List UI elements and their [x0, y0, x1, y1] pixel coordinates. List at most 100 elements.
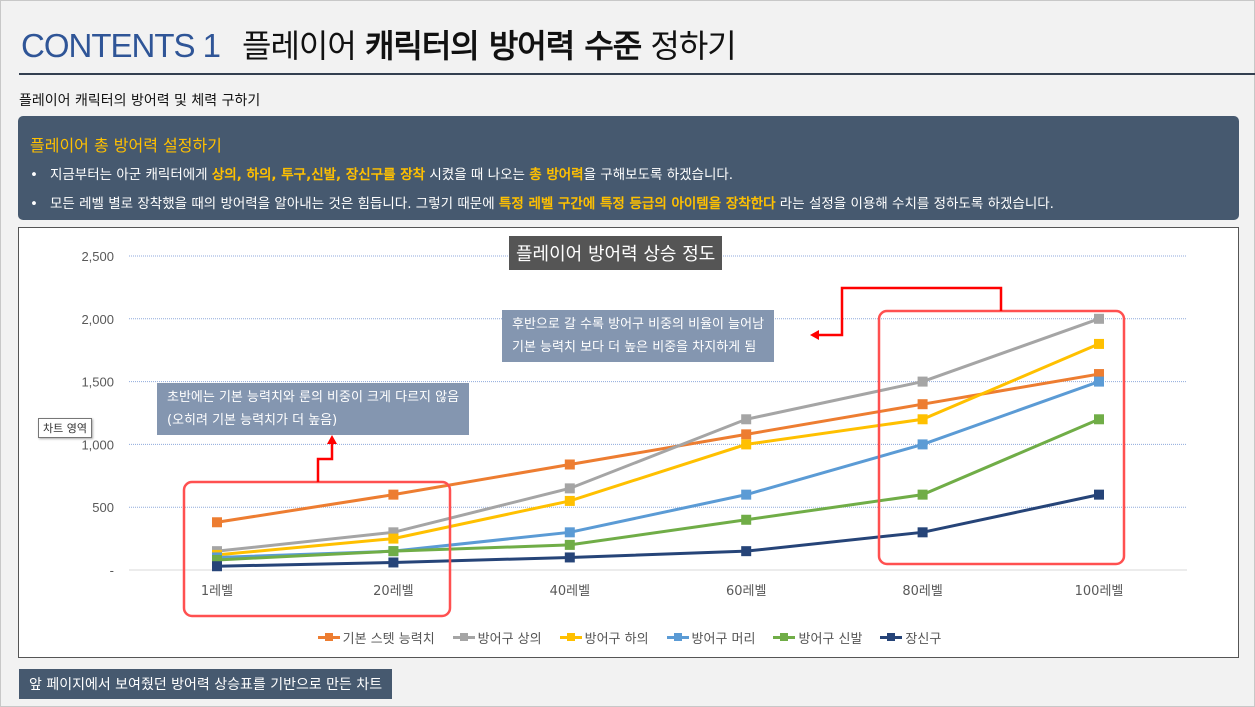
bullet-2: • 모든 레벨 별로 장착했을 때의 방어력을 알아내는 것은 힘듭니다. 그렇기… [30, 196, 1054, 212]
legend-label: 방어구 머리 [691, 632, 756, 647]
data-point [1094, 313, 1104, 324]
series-line-2 [216, 342, 1100, 557]
x-tick-label: 1레벨 [201, 584, 233, 599]
series-line-5 [216, 493, 1100, 568]
data-point [564, 483, 575, 494]
legend-marker-icon [773, 633, 796, 641]
chart-svg: 2,500 2,000 1,500 1,000 500 - 1레벨 20레벨 40레벨 60레벨 8… [81, 249, 1187, 618]
data-point [212, 561, 222, 572]
title-divider [19, 73, 1255, 75]
series-line-1 [216, 317, 1100, 553]
bullet-text: 라는 설정을 이용해 수치를 정하도록 하겠습니다. [775, 196, 1054, 212]
x-tick-label: 80레벨 [902, 584, 942, 599]
bullet-1: • 지금부터는 아군 캐릭터에게 상의, 하의, 투구,신발, 장신구를 장착 시… [30, 167, 734, 183]
contents-label: CONTENTS 1 [21, 27, 221, 64]
data-point [1094, 369, 1104, 380]
data-point [564, 459, 575, 470]
arrow-late [819, 286, 1003, 337]
data-point [212, 517, 222, 528]
bullet-text: 을 구해보도록 하겠습니다. [583, 167, 734, 183]
legend-marker-icon [559, 633, 582, 641]
data-point [917, 527, 928, 538]
note-late-line-1: 후반으로 갈 수록 방어구 비중의 비율이 늘어남 [512, 317, 765, 332]
title-part: 캐릭터의 방어력 수준 [364, 27, 642, 65]
legend-item: 방어구 신발 [773, 628, 862, 647]
arrow-early [316, 442, 334, 482]
data-point [917, 439, 928, 450]
data-point [212, 554, 222, 565]
page-title: CONTENTS 1 플레이어 캐릭터의 방어력 수준 정하기 [21, 21, 737, 67]
y-tick-label: 2,500 [81, 249, 114, 264]
legend-item: 기본 스텟 능력치 [317, 628, 435, 647]
data-point [564, 539, 575, 550]
legend-label: 방어구 하의 [584, 632, 649, 647]
highlight-text: 상의, 하의, 투구,신발, 장신구를 장착 [211, 167, 426, 183]
legend-item: 방어구 하의 [559, 628, 649, 647]
title-part: 플레이어 [242, 27, 365, 65]
y-tick-label: 500 [92, 500, 114, 515]
bullet-text: 모든 레벨 별로 장착했을 때의 방어력을 알아내는 것은 힘듭니다. 그렇기 … [49, 196, 499, 212]
data-point [917, 376, 928, 387]
legend-marker-icon [452, 633, 475, 641]
y-tick-label: - [110, 563, 114, 578]
data-point [388, 489, 399, 500]
note-late: 후반으로 갈 수록 방어구 비중의 비율이 늘어남 기본 능력치 보다 더 높은… [502, 310, 775, 362]
chart-area-tooltip: 차트 영역 [38, 418, 92, 438]
legend-label: 기본 스텟 능력치 [342, 632, 435, 647]
chart-legend: 기본 스텟 능력치 방어구 상의 방어구 하의 방어구 머리 방어구 신발 장신구 [19, 628, 1240, 647]
chart-title: 플레이어 방어력 상승 정도 [509, 236, 723, 270]
panel-title: 플레이어 총 방어력 설정하기 [30, 136, 222, 155]
x-tick-label: 40레벨 [550, 584, 590, 599]
arrowhead-icon [810, 330, 819, 340]
legend-item: 방어구 머리 [666, 628, 756, 647]
legend-label: 방어구 상의 [477, 632, 542, 647]
section-subtitle: 플레이어 캐릭터의 방어력 및 체력 구하기 [19, 93, 261, 109]
note-early-line-2: (오히려 기본 능력치가 더 높음) [167, 413, 338, 428]
data-point [741, 514, 752, 525]
data-point [917, 489, 928, 500]
legend-item: 방어구 상의 [452, 628, 542, 647]
title-part: 정하기 [641, 27, 736, 65]
data-point [388, 533, 399, 544]
data-point [741, 439, 752, 450]
info-panel: 플레이어 총 방어력 설정하기 • 지금부터는 아군 캐릭터에게 상의, 하의, … [18, 116, 1239, 220]
data-point [1094, 489, 1104, 500]
arrowhead-icon [327, 435, 337, 444]
series-line-0 [216, 372, 1100, 524]
bullet-text: 시켰을 때 나오는 [425, 167, 530, 183]
data-point [388, 527, 399, 538]
legend-label: 장신구 [905, 632, 942, 647]
highlight-text: 총 방어력 [529, 167, 584, 183]
y-tick-label: 1,000 [81, 437, 114, 452]
data-point [388, 546, 399, 557]
legend-marker-icon [666, 633, 689, 641]
data-point [917, 399, 928, 410]
data-point [564, 527, 575, 538]
data-point [917, 414, 928, 425]
data-point [1094, 338, 1104, 349]
legend-label: 방어구 신발 [798, 632, 863, 647]
x-tick-label: 60레벨 [726, 584, 766, 599]
data-point [741, 414, 752, 425]
x-tick-label: 20레벨 [373, 584, 413, 599]
data-point [1094, 414, 1104, 425]
note-late-line-2: 기본 능력치 보다 더 높은 비중을 차지하게 됨 [512, 340, 757, 355]
data-point [564, 495, 575, 506]
chart-area[interactable]: 2,500 2,000 1,500 1,000 500 - 1레벨 20레벨 40레벨 60레벨 8… [18, 227, 1239, 658]
highlight-text: 특정 레벨 구간에 특정 등급의 아이템을 장착한다 [498, 196, 776, 212]
bullet-text: 지금부터는 아군 캐릭터에게 [49, 167, 212, 183]
series-line-4 [216, 417, 1100, 562]
y-tick-label: 1,500 [81, 375, 114, 390]
data-point [388, 557, 399, 568]
y-tick-label: 2,000 [81, 312, 114, 327]
data-point [564, 552, 575, 563]
data-point [741, 489, 752, 500]
legend-marker-icon [317, 633, 340, 641]
legend-item: 장신구 [880, 628, 941, 647]
legend-marker-icon [880, 633, 903, 641]
data-point [741, 546, 752, 557]
data-point [1094, 376, 1104, 387]
note-early: 초반에는 기본 능력치와 룬의 비중이 크게 다르지 않음 (오히려 기본 능력… [157, 383, 470, 435]
x-tick-label: 100레벨 [1075, 584, 1124, 599]
note-early-line-1: 초반에는 기본 능력치와 룬의 비중이 크게 다르지 않음 [167, 390, 460, 405]
